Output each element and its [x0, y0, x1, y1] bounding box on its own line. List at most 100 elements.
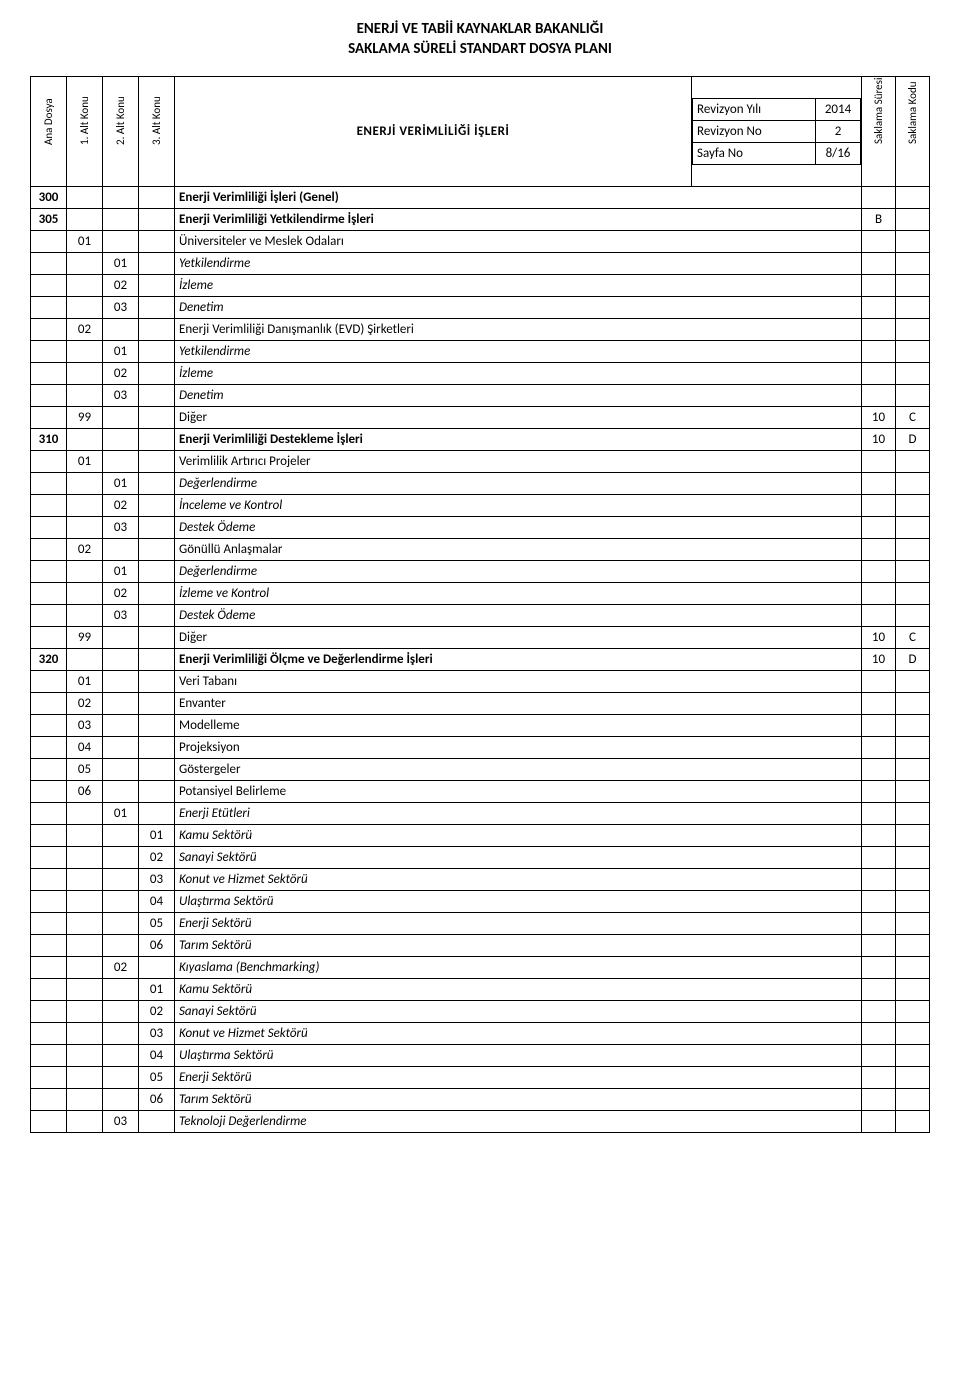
page-no-label: Sayfa No — [693, 143, 816, 165]
code-cell — [103, 759, 139, 781]
sure-cell — [862, 825, 896, 847]
desc-cell: Tarım Sektörü — [175, 1089, 862, 1111]
code-cell — [31, 297, 67, 319]
code-cell — [139, 561, 175, 583]
kod-cell — [896, 803, 930, 825]
code-cell: 05 — [139, 913, 175, 935]
code-cell — [67, 363, 103, 385]
desc-cell: İnceleme ve Kontrol — [175, 495, 862, 517]
code-cell — [103, 539, 139, 561]
desc-cell: Enerji Verimliliği Yetkilendirme İşleri — [175, 209, 862, 231]
code-cell: 02 — [103, 363, 139, 385]
code-cell: 05 — [139, 1067, 175, 1089]
sure-cell — [862, 473, 896, 495]
code-cell: 310 — [31, 429, 67, 451]
desc-cell: Üniversiteler ve Meslek Odaları — [175, 231, 862, 253]
desc-cell: Teknoloji Değerlendirme — [175, 1111, 862, 1133]
desc-cell: İzleme ve Kontrol — [175, 583, 862, 605]
code-cell — [31, 319, 67, 341]
code-cell: 02 — [67, 693, 103, 715]
kod-cell — [896, 1111, 930, 1133]
code-cell — [139, 297, 175, 319]
kod-cell — [896, 979, 930, 1001]
code-cell: 02 — [103, 275, 139, 297]
kod-cell — [896, 187, 930, 209]
code-cell — [31, 407, 67, 429]
kod-cell — [896, 605, 930, 627]
kod-cell — [896, 715, 930, 737]
code-cell — [31, 781, 67, 803]
rev-no-label: Revizyon No — [693, 121, 816, 143]
code-cell: 06 — [139, 1089, 175, 1111]
kod-cell — [896, 209, 930, 231]
code-cell: 01 — [103, 803, 139, 825]
table-row: 02Envanter — [31, 693, 930, 715]
kod-cell — [896, 1067, 930, 1089]
code-cell — [139, 693, 175, 715]
desc-cell: Enerji Verimliliği Destekleme İşleri — [175, 429, 862, 451]
code-cell — [139, 429, 175, 451]
code-cell: 01 — [103, 253, 139, 275]
desc-cell: Konut ve Hizmet Sektörü — [175, 1023, 862, 1045]
code-cell: 03 — [103, 517, 139, 539]
kod-cell: D — [896, 649, 930, 671]
code-cell — [67, 1045, 103, 1067]
table-row: 04Ulaştırma Sektörü — [31, 1045, 930, 1067]
code-cell — [31, 1111, 67, 1133]
table-row: 02Sanayi Sektörü — [31, 1001, 930, 1023]
code-cell — [139, 715, 175, 737]
sure-cell — [862, 187, 896, 209]
rev-year-label: Revizyon Yılı — [693, 99, 816, 121]
table-row: 01Değerlendirme — [31, 561, 930, 583]
code-cell — [139, 781, 175, 803]
page-no-value: 8/16 — [816, 143, 861, 165]
table-row: 03Konut ve Hizmet Sektörü — [31, 1023, 930, 1045]
code-cell — [31, 495, 67, 517]
doc-title-1: ENERJİ VE TABİİ KAYNAKLAR BAKANLIĞI — [30, 20, 930, 38]
sure-cell — [862, 1111, 896, 1133]
sure-cell: 10 — [862, 429, 896, 451]
code-cell — [31, 957, 67, 979]
code-cell — [31, 1089, 67, 1111]
code-cell — [31, 539, 67, 561]
desc-cell: İzleme — [175, 275, 862, 297]
sure-cell — [862, 737, 896, 759]
sure-cell — [862, 253, 896, 275]
kod-cell — [896, 891, 930, 913]
desc-cell: Destek Ödeme — [175, 605, 862, 627]
kod-cell: D — [896, 429, 930, 451]
desc-cell: Enerji Verimliliği Danışmanlık (EVD) Şir… — [175, 319, 862, 341]
rev-no-value: 2 — [816, 121, 861, 143]
code-cell: 06 — [139, 935, 175, 957]
kod-cell — [896, 561, 930, 583]
code-cell: 300 — [31, 187, 67, 209]
table-row: 05Enerji Sektörü — [31, 913, 930, 935]
code-cell — [67, 935, 103, 957]
kod-cell — [896, 847, 930, 869]
code-cell: 99 — [67, 407, 103, 429]
table-row: 02İzleme — [31, 363, 930, 385]
table-row: 01Kamu Sektörü — [31, 825, 930, 847]
kod-cell — [896, 737, 930, 759]
sure-cell: 10 — [862, 627, 896, 649]
table-row: 99Diğer10C — [31, 407, 930, 429]
kod-cell — [896, 1089, 930, 1111]
code-cell — [31, 583, 67, 605]
sure-cell — [862, 583, 896, 605]
table-row: 06Tarım Sektörü — [31, 935, 930, 957]
table-row: 01Kamu Sektörü — [31, 979, 930, 1001]
sure-cell — [862, 363, 896, 385]
sure-cell — [862, 1045, 896, 1067]
table-row: 01Veri Tabanı — [31, 671, 930, 693]
code-cell — [139, 737, 175, 759]
sure-cell — [862, 891, 896, 913]
code-cell — [31, 1001, 67, 1023]
code-cell — [103, 209, 139, 231]
code-cell: 04 — [139, 1045, 175, 1067]
table-row: 06Tarım Sektörü — [31, 1089, 930, 1111]
revision-info: Revizyon Yılı 2014 Revizyon No 2 Sayfa N… — [692, 77, 862, 187]
kod-cell — [896, 913, 930, 935]
code-cell — [31, 253, 67, 275]
sure-cell — [862, 1001, 896, 1023]
code-cell — [103, 1089, 139, 1111]
